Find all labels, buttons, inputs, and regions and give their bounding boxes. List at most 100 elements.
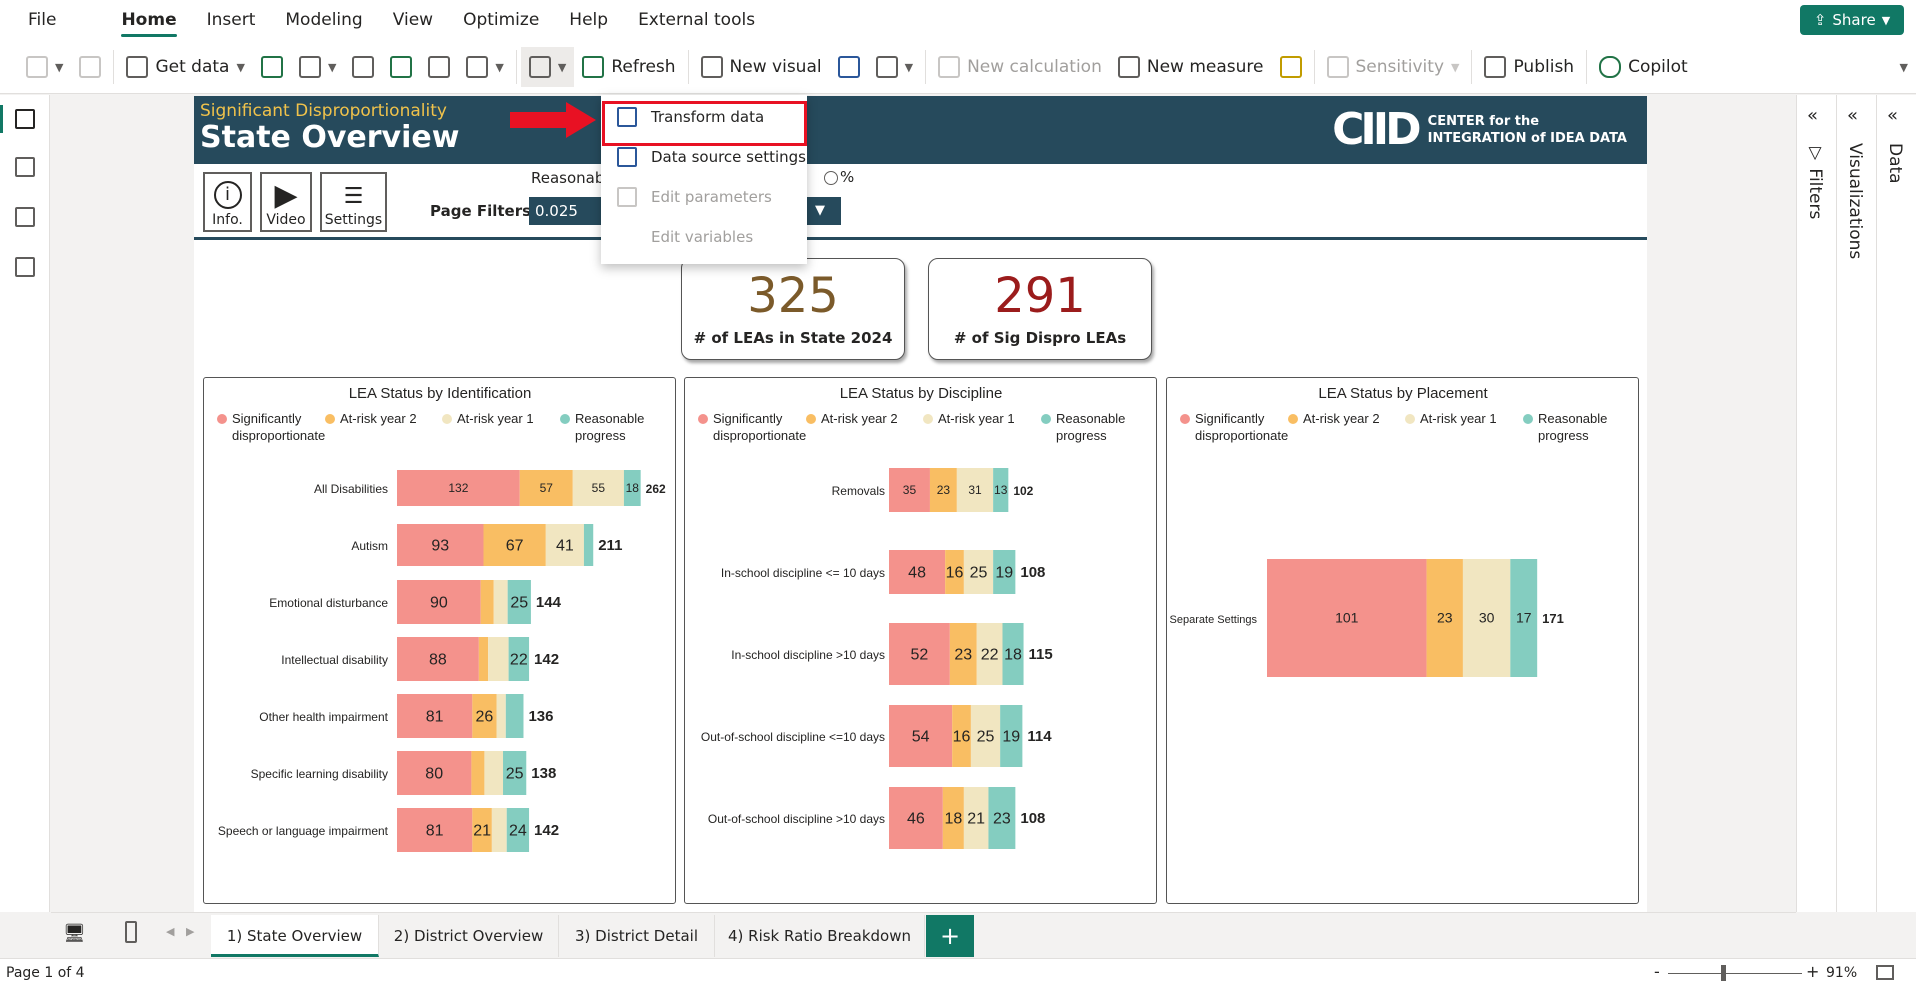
category-label: Speech or language impairment [218, 824, 389, 838]
quick-measure-button[interactable] [1272, 47, 1310, 87]
add-page-button[interactable]: + [926, 915, 974, 957]
new-calculation-button[interactable]: New calculation [930, 47, 1110, 87]
bar-segment [508, 637, 530, 681]
sql-button[interactable] [344, 47, 382, 87]
report-title: State Overview [200, 120, 460, 155]
onelake-button[interactable]: ▼ [291, 47, 344, 87]
menu-file[interactable]: File [28, 10, 57, 30]
value-label: 48 [908, 564, 926, 581]
transform-data-menu: Transform data Data source settings Edit… [601, 95, 807, 264]
collapse-icon[interactable]: « [1847, 105, 1859, 126]
filters-pane[interactable]: « ▽ Filters [1797, 95, 1837, 912]
menu-modeling[interactable]: Modeling [285, 10, 363, 30]
menu-insert[interactable]: Insert [206, 10, 256, 30]
value-label: 19 [1002, 728, 1020, 745]
paste-button[interactable]: ▼ [18, 47, 71, 87]
format-painter-icon [79, 56, 102, 78]
value-label: 54 [912, 728, 930, 745]
value-label: 21 [967, 810, 985, 827]
legend-marker [325, 414, 335, 424]
quick-measure-icon [1279, 56, 1302, 78]
chart-discipline[interactable]: LEA Status by Discipline Significantly dis… [684, 377, 1157, 904]
value-label: 93 [431, 537, 449, 554]
tab-state-overview[interactable]: 1) State Overview [211, 915, 379, 957]
menu-external-tools[interactable]: External tools [638, 10, 756, 30]
fit-to-page-icon[interactable] [1876, 965, 1894, 980]
tab-district-overview[interactable]: 2) District Overview [379, 915, 559, 957]
bar-segment [623, 470, 641, 506]
zoom-out-button[interactable]: - [1654, 962, 1660, 981]
chevron-down-icon[interactable]: ▼ [815, 203, 825, 218]
recent-sources-button[interactable]: ▼ [458, 47, 511, 87]
paste-icon [26, 56, 48, 78]
tab-district-detail[interactable]: 3) District Detail [559, 915, 715, 957]
chart-placement[interactable]: LEA Status by Placement Significantly disp… [1166, 377, 1639, 904]
bar-segment [491, 808, 507, 852]
chart-identification[interactable]: LEA Status by Identification Significantl… [203, 377, 676, 904]
legend-marker [923, 414, 933, 424]
ribbon-expand-button[interactable]: ▼ [1892, 47, 1916, 87]
collapse-icon[interactable]: « [1807, 105, 1819, 126]
zoom-slider-track[interactable] [1668, 973, 1802, 974]
menu-optimize[interactable]: Optimize [463, 10, 540, 30]
highlight-box [602, 101, 807, 146]
chart-title: LEA Status by Identification [349, 385, 532, 402]
bar-segment [993, 468, 1009, 512]
table-view-icon[interactable] [15, 157, 35, 177]
transform-data-button[interactable]: ▼ [520, 47, 575, 87]
menu-item-edit-variables[interactable]: Edit variables [651, 228, 754, 246]
value-label: 67 [506, 537, 524, 554]
mobile-layout-icon[interactable] [125, 921, 137, 943]
bar-segment [963, 550, 994, 594]
format-painter-button[interactable] [71, 47, 109, 87]
video-button[interactable]: ▶ Video [260, 172, 312, 232]
more-visuals-button[interactable]: ▼ [868, 47, 921, 87]
legend-label: progress [575, 428, 626, 443]
menu-home[interactable]: Home [106, 0, 191, 41]
refresh-button[interactable]: Refresh [574, 47, 683, 87]
visualizations-pane[interactable]: « Visualizations [1837, 95, 1877, 912]
model-view-icon[interactable] [15, 207, 35, 227]
bar-segment [1510, 559, 1538, 677]
get-data-button[interactable]: Get data ▼ [118, 47, 252, 87]
info-button[interactable]: i Info. [203, 172, 252, 232]
report-view-icon[interactable] [15, 109, 35, 129]
menu-item-data-source-settings[interactable]: Data source settings [601, 139, 807, 175]
enter-data-button[interactable] [382, 47, 420, 87]
collapse-icon[interactable]: « [1887, 105, 1899, 126]
zoom-in-button[interactable]: + [1806, 962, 1820, 981]
tab-scroll-right-icon[interactable]: ▶ [186, 925, 195, 938]
publish-button[interactable]: Publish [1476, 47, 1582, 87]
dataverse-button[interactable] [420, 47, 458, 87]
menu-item-transform-data[interactable]: Transform data [601, 99, 807, 135]
copilot-button[interactable]: Copilot [1591, 47, 1696, 87]
bar-segment [952, 705, 971, 767]
zoom-slider-thumb[interactable] [1721, 965, 1726, 981]
dax-query-view-icon[interactable] [15, 257, 35, 277]
new-measure-button[interactable]: New measure [1110, 47, 1272, 87]
total-label: 171 [1542, 611, 1564, 626]
bar-segment [397, 637, 479, 681]
bar-segment [970, 705, 1001, 767]
tab-risk-ratio-breakdown[interactable]: 4) Risk Ratio Breakdown [715, 915, 925, 957]
settings-button[interactable]: ☰ Settings [320, 172, 387, 232]
chevron-down-icon: ▼ [1899, 60, 1908, 74]
legend-label: At-risk year 2 [821, 411, 898, 426]
data-pane[interactable]: « Data [1877, 95, 1916, 912]
value-label: 31 [968, 483, 982, 497]
excel-button[interactable] [253, 47, 291, 87]
desktop-layout-icon[interactable]: 🖥 [63, 923, 86, 944]
percent-toggle[interactable]: % [824, 168, 854, 186]
text-box-button[interactable] [830, 47, 868, 87]
menu-item-edit-parameters[interactable]: Edit parameters [601, 179, 807, 215]
tab-scroll-left-icon[interactable]: ◀ [166, 925, 175, 938]
value-label: 21 [473, 822, 491, 839]
menu-help[interactable]: Help [569, 10, 609, 30]
menu-view[interactable]: View [392, 10, 434, 30]
share-button[interactable]: ⇪ Share ▼ [1800, 5, 1904, 35]
new-visual-button[interactable]: New visual [693, 47, 830, 87]
value-label: 25 [977, 728, 995, 745]
bar-segment [478, 637, 489, 681]
legend-label: Significantly [713, 411, 783, 426]
sensitivity-button[interactable]: Sensitivity ▼ [1319, 47, 1468, 87]
